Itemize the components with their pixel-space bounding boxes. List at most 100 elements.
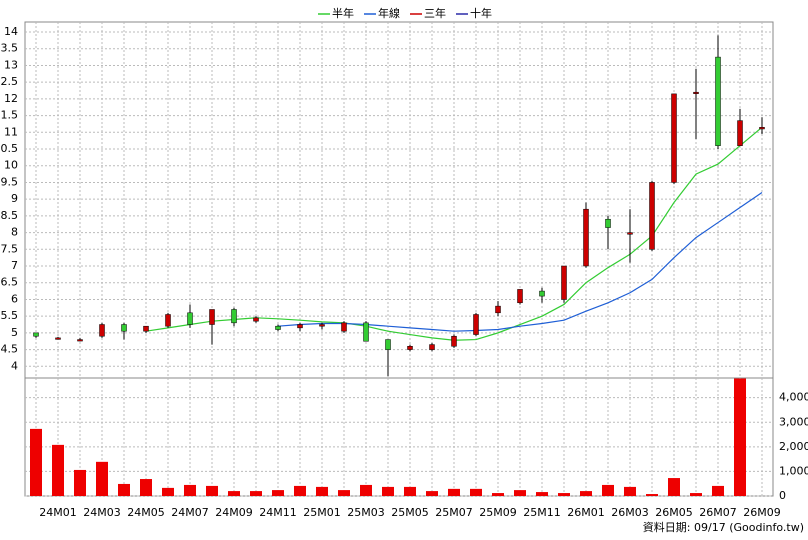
volume-bar: [734, 378, 746, 496]
volume-bar: [272, 490, 284, 496]
y-tick-label: 10: [4, 159, 18, 172]
y-tick-label: 7: [11, 259, 18, 272]
y-tick-label: 6.5: [1, 276, 19, 289]
volume-bar: [294, 485, 306, 496]
volume-bar: [448, 488, 460, 496]
x-tick-label: 25M01: [303, 506, 341, 519]
volume-tick-label: 3,000: [779, 415, 808, 428]
candle-body: [649, 182, 655, 250]
candle-body: [297, 324, 303, 329]
volume-bar: [74, 469, 86, 496]
legend-label: 十年: [470, 6, 492, 20]
candle-body: [187, 312, 193, 325]
volume-bar: [338, 490, 350, 496]
volume-bar: [206, 485, 218, 496]
volume-tick-label: 0: [779, 489, 786, 502]
x-tick-label: 25M11: [523, 506, 561, 519]
volume-tick-label: 1,000: [779, 464, 808, 477]
y-tick-label: 6: [11, 292, 18, 305]
x-tick-label: 26M07: [699, 506, 737, 519]
candle-body: [385, 339, 391, 350]
volume-tick-label: 4,000: [779, 391, 808, 404]
candle-body: [473, 314, 479, 335]
candle-body: [451, 335, 457, 347]
volume-bar: [646, 494, 658, 496]
y-tick-label: 10.5: [0, 142, 18, 155]
candle-body: [275, 325, 281, 330]
volume-bar: [690, 493, 702, 496]
y-tick-label: 12.5: [0, 75, 18, 88]
volume-bar: [492, 493, 504, 496]
legend-label: 年線: [378, 6, 400, 20]
volume-bar: [184, 484, 196, 496]
candle-body: [143, 325, 149, 332]
candle-body: [539, 290, 545, 297]
x-tick-label: 24M07: [171, 506, 209, 519]
x-tick-label: 26M03: [611, 506, 649, 519]
x-tick-label: 24M01: [39, 506, 77, 519]
plot-frame: [24, 21, 774, 497]
y-tick-label: 4.5: [1, 343, 19, 356]
volume-bar: [668, 478, 680, 496]
footer: 資料日期: 09/17 (Goodinfo.tw): [643, 520, 804, 534]
x-tick-label: 26M05: [655, 506, 693, 519]
y-tick-label: 12: [4, 92, 18, 105]
volume-bar: [360, 484, 372, 496]
candle-body: [715, 56, 721, 146]
candle-body: [363, 322, 369, 342]
candle-body: [429, 344, 435, 350]
volume-tick-label: 2,000: [779, 440, 808, 453]
y-tick-label: 8: [11, 226, 18, 239]
y-tick-label: 4: [11, 359, 18, 372]
volume-bar: [316, 486, 328, 496]
y-tick-label: 9.5: [1, 175, 19, 188]
y-tick-label: 11.5: [0, 109, 18, 122]
x-tick-label: 24M05: [127, 506, 165, 519]
candle-body: [561, 265, 567, 300]
candle-body: [55, 337, 61, 340]
volume-bar: [404, 486, 416, 496]
y-tick-label: 8.5: [1, 209, 19, 222]
x-tick-label: 24M11: [259, 506, 297, 519]
volume-bar: [624, 486, 636, 496]
candle-body: [627, 232, 633, 235]
volume-bar: [96, 461, 108, 496]
candle-body: [209, 309, 215, 325]
candle-body: [605, 218, 611, 228]
volume-bar: [30, 428, 42, 496]
candle-body: [319, 324, 325, 327]
candle-body: [253, 317, 259, 322]
volume-bar: [382, 486, 394, 496]
y-tick-label: 14: [4, 25, 18, 38]
volume-bar: [140, 479, 152, 496]
candle-body: [517, 289, 523, 304]
y-tick-label: 11: [4, 125, 18, 138]
x-tick-label: 26M01: [567, 506, 605, 519]
volume-bar: [118, 483, 130, 496]
x-tick-label: 24M09: [215, 506, 253, 519]
x-tick-label: 25M09: [479, 506, 517, 519]
volume-bar: [558, 493, 570, 496]
volume-bar: [162, 487, 174, 496]
candle-body: [33, 332, 39, 337]
volume-bar: [52, 444, 64, 496]
y-tick-label: 9: [11, 192, 18, 205]
volume-bar: [470, 488, 482, 496]
candle-body: [583, 208, 589, 267]
legend-label: 三年: [424, 6, 446, 20]
x-tick-label: 24M03: [83, 506, 121, 519]
volume-bar: [228, 491, 240, 496]
volume-bar: [712, 485, 724, 496]
y-tick-label: 5: [11, 326, 18, 339]
volume-bar: [426, 491, 438, 496]
x-tick-label: 26M09: [743, 506, 781, 519]
candle-body: [495, 305, 501, 314]
volume-bar: [514, 490, 526, 496]
candle-body: [165, 314, 171, 327]
x-tick-label: 25M07: [435, 506, 473, 519]
candle-body: [407, 345, 413, 350]
candle-body: [759, 127, 765, 130]
x-tick-label: 25M03: [347, 506, 385, 519]
candle-body: [693, 91, 699, 94]
